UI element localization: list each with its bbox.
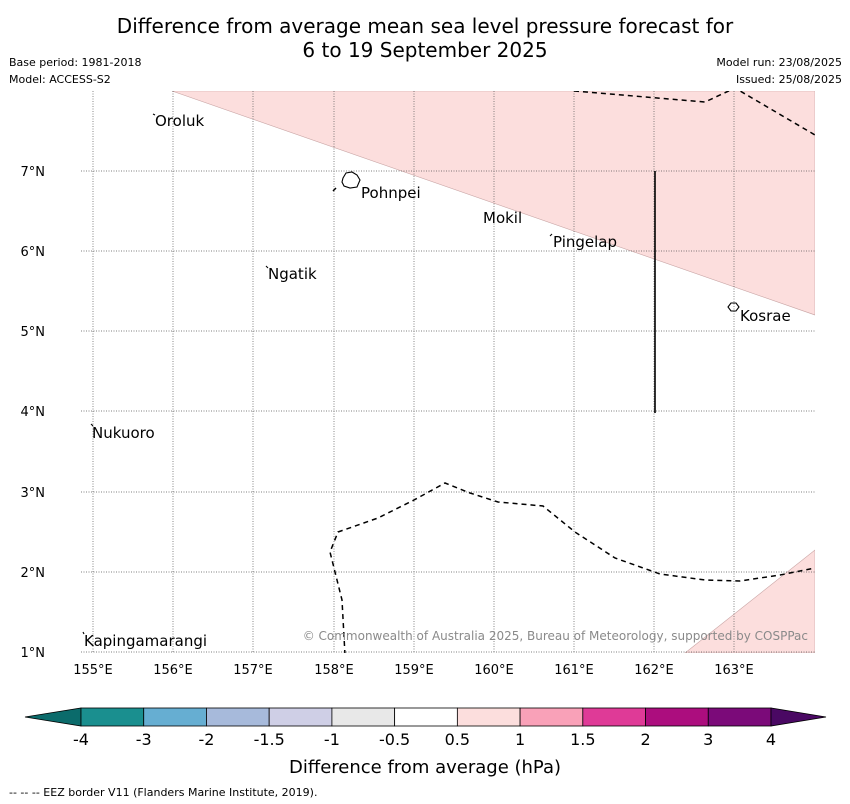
model-name: Model: ACCESS-S2 bbox=[9, 73, 111, 86]
latitude-labels: 7°N 6°N 5°N 4°N 3°N 2°N 1°N bbox=[21, 165, 46, 661]
colorbar-segment bbox=[394, 707, 458, 727]
colorbar-tick-label: -2 bbox=[198, 730, 214, 749]
place-label-pohnpei: Pohnpei bbox=[361, 184, 421, 202]
place-label-pingelap: Pingelap bbox=[553, 233, 617, 251]
lon-label: 162°E bbox=[634, 663, 674, 678]
colorbar-segment bbox=[582, 707, 646, 727]
eez-borders bbox=[329, 91, 815, 653]
colorbar-segment bbox=[456, 707, 521, 727]
eez-border-south bbox=[329, 482, 815, 653]
island-outlines bbox=[82, 113, 740, 635]
colorbar-label: Difference from average (hPa) bbox=[289, 757, 561, 778]
colorbar-segment bbox=[268, 707, 333, 727]
meta-right: Model run: 23/08/2025 Issued: 25/08/2025 bbox=[716, 54, 842, 88]
title-line-1: Difference from average mean sea level p… bbox=[116, 14, 734, 38]
colorbar-tick-label: -1.5 bbox=[254, 730, 285, 749]
gridlines bbox=[81, 91, 815, 653]
colorbar-segment bbox=[519, 707, 584, 727]
lon-label: 159°E bbox=[394, 663, 434, 678]
colorbar-tick-label: 1.5 bbox=[570, 730, 595, 749]
lon-label: 155°E bbox=[73, 663, 113, 678]
colorbar-tick-label: -3 bbox=[136, 730, 152, 749]
colorbar-tick-label: 4 bbox=[766, 730, 776, 749]
lat-label: 4°N bbox=[21, 405, 46, 420]
lat-label: 5°N bbox=[21, 325, 46, 340]
lon-label: 157°E bbox=[233, 663, 273, 678]
oroluk-dot bbox=[152, 113, 156, 116]
colorbar-segment bbox=[331, 707, 396, 727]
colorbar-tick-label: -4 bbox=[73, 730, 89, 749]
colorbar-tick-label: 1 bbox=[515, 730, 525, 749]
pohnpei-outline bbox=[341, 171, 361, 189]
lat-label: 7°N bbox=[21, 165, 46, 180]
model-run: Model run: 23/08/2025 bbox=[716, 56, 842, 69]
lat-label: 3°N bbox=[21, 486, 46, 501]
kapinga-dot bbox=[82, 631, 85, 635]
colorbar-segment bbox=[143, 707, 207, 727]
copyright-text: © Commonwealth of Australia 2025, Bureau… bbox=[303, 629, 808, 643]
colorbar-tick-labels: -4 -3 -2 -1.5 -1 -0.5 0.5 1 1.5 2 3 4 bbox=[73, 730, 776, 749]
lon-label: 156°E bbox=[153, 663, 193, 678]
place-label-oroluk: Oroluk bbox=[155, 112, 204, 130]
eez-footnote: -- -- -- EEZ border V11 (Flanders Marine… bbox=[9, 786, 318, 799]
place-labels: Oroluk Pohnpei Mokil Pingelap Ngatik Kos… bbox=[84, 112, 791, 650]
lon-label: 161°E bbox=[554, 663, 594, 678]
longitude-labels: 155°E 156°E 157°E 158°E 159°E 160°E 161°… bbox=[73, 663, 754, 678]
meta-left: Base period: 1981-2018 Model: ACCESS-S2 bbox=[9, 54, 141, 88]
colorbar-tick-label: -0.5 bbox=[379, 730, 410, 749]
colorbar-tick-label: 2 bbox=[640, 730, 650, 749]
colorbar: -4 -3 -2 -1.5 -1 -0.5 0.5 1 1.5 2 3 4 Difference fr… bbox=[24, 707, 827, 778]
colorbar-segment bbox=[80, 707, 145, 727]
kosrae-outline bbox=[727, 302, 740, 312]
colorbar-segments bbox=[80, 707, 772, 727]
lat-label: 1°N bbox=[21, 646, 46, 661]
pingelap-dot bbox=[549, 233, 553, 237]
chart-title: Difference from average mean sea level p… bbox=[0, 14, 850, 62]
map-panel: Oroluk Pohnpei Mokil Pingelap Ngatik Kos… bbox=[81, 91, 815, 653]
eez-border-north bbox=[573, 91, 815, 136]
positive-anomaly-region-southeast bbox=[684, 549, 815, 653]
place-label-mokil: Mokil bbox=[483, 209, 522, 227]
colorbar-tick-label: 3 bbox=[703, 730, 713, 749]
ngatik-dot bbox=[265, 265, 269, 269]
colorbar-tick-label: -1 bbox=[324, 730, 340, 749]
place-label-kosrae: Kosrae bbox=[740, 307, 791, 325]
lon-label: 163°E bbox=[714, 663, 754, 678]
lat-label: 6°N bbox=[21, 245, 46, 260]
nukuoro-dot bbox=[90, 423, 94, 427]
colorbar-low-extend bbox=[24, 707, 82, 727]
colorbar-segment bbox=[206, 707, 270, 727]
lon-label: 158°E bbox=[314, 663, 354, 678]
place-label-nukuoro: Nukuoro bbox=[92, 424, 155, 442]
colorbar-segment bbox=[707, 707, 772, 727]
base-period: Base period: 1981-2018 bbox=[9, 56, 142, 69]
place-label-ngatik: Ngatik bbox=[268, 265, 317, 283]
colorbar-high-extend bbox=[770, 707, 827, 727]
issued-date: Issued: 25/08/2025 bbox=[735, 73, 842, 86]
place-label-kapingamarangi: Kapingamarangi bbox=[84, 632, 207, 650]
title-line-2: 6 to 19 September 2025 bbox=[302, 38, 548, 62]
lon-label: 160°E bbox=[474, 663, 514, 678]
colorbar-segment bbox=[645, 707, 709, 727]
colorbar-tick-label: 0.5 bbox=[445, 730, 470, 749]
eez-border-fragment bbox=[332, 187, 337, 192]
lat-label: 2°N bbox=[21, 566, 46, 581]
